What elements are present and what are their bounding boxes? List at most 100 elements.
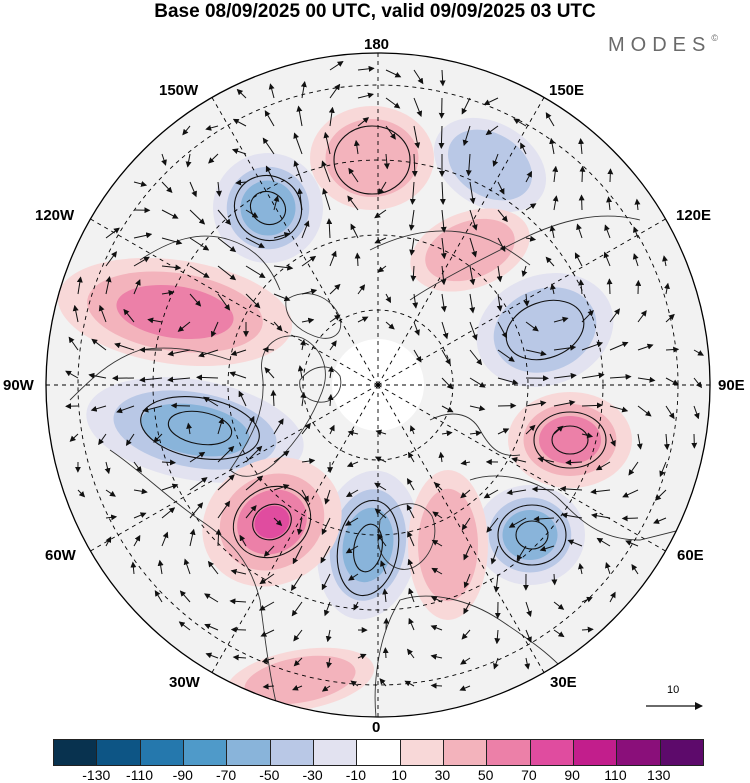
wind-arrow	[631, 563, 639, 575]
map-border	[45, 52, 711, 718]
wind-arrow	[497, 377, 519, 385]
wind-arrow	[553, 425, 564, 435]
wind-arrow	[245, 475, 264, 491]
wind-arrow	[665, 346, 680, 353]
wind-arrow	[347, 195, 359, 211]
wind-arrow	[412, 293, 419, 309]
wind-arrow	[321, 573, 331, 591]
wind-arrow	[382, 647, 389, 659]
wind-arrow	[205, 652, 219, 659]
cell-ural	[475, 485, 585, 585]
wind-arrow	[104, 461, 111, 475]
wind-arrow	[263, 545, 275, 557]
wind-arrow	[357, 117, 370, 127]
wind-arrow	[469, 430, 482, 437]
wind-arrow	[493, 573, 500, 593]
wind-arrow	[441, 321, 449, 340]
wind-arrow	[88, 372, 107, 379]
wind-arrow	[178, 621, 191, 631]
coastline	[285, 293, 342, 339]
wind-arrow	[189, 502, 204, 519]
wind-arrow	[552, 195, 559, 211]
wind-arrow	[133, 461, 142, 473]
wind-arrow	[537, 456, 555, 463]
colorbar-tick-label: -110	[126, 767, 154, 783]
wind-arrow	[440, 209, 447, 233]
wind-arrow	[301, 288, 318, 295]
lon-label-60w: 60W	[45, 547, 76, 564]
wind-arrow	[301, 458, 316, 465]
wind-arrow	[469, 293, 476, 314]
wind-arrow	[69, 433, 79, 442]
wind-arrow	[485, 125, 499, 136]
anomaly-contour	[493, 287, 597, 373]
wind-arrow	[296, 517, 303, 536]
wind-arrow	[637, 405, 652, 417]
brand-name: MODES	[608, 34, 712, 56]
colorbar-swatch	[660, 740, 703, 765]
wind-arrow	[262, 683, 275, 690]
wind-arrow	[553, 400, 576, 407]
wind-arrow	[205, 124, 219, 131]
wind-arrow	[230, 626, 247, 633]
colorbar-tick-label: -30	[302, 767, 323, 783]
wind-arrow	[628, 461, 639, 476]
wind-arrow	[407, 558, 415, 575]
wind-arrow	[230, 349, 247, 356]
wind-arrow	[553, 372, 577, 379]
streamline-loop	[336, 499, 400, 597]
wind-arrow	[379, 678, 387, 687]
wind-arrow	[693, 405, 700, 420]
wind-arrow	[497, 349, 515, 362]
cell-north-pacific-east	[57, 257, 293, 367]
wind-arrow	[581, 341, 604, 351]
lon-label-90e: 90E	[718, 377, 745, 394]
colorbar-swatch	[270, 740, 314, 765]
wind-arrow	[622, 489, 639, 498]
colorbar-tick-label: 30	[434, 767, 451, 783]
wind-arrow	[273, 418, 284, 435]
wind-arrow	[591, 512, 611, 519]
wind-arrow	[483, 489, 499, 499]
wind-arrow	[525, 629, 532, 643]
wind-arrow	[357, 92, 374, 99]
wind-arrow	[539, 545, 555, 552]
wind-arrow	[147, 317, 163, 324]
wind-arrow	[581, 372, 605, 379]
wind-arrow	[431, 567, 443, 575]
colorbar-swatch	[183, 740, 228, 765]
wind-arrow	[273, 264, 294, 271]
wind-arrow	[609, 341, 629, 351]
wind-arrow	[459, 685, 471, 691]
lon-label-90w: 90W	[3, 377, 34, 394]
wind-arrow	[609, 308, 620, 323]
wind-arrow	[327, 393, 334, 407]
wind-arrow	[208, 153, 219, 164]
wind-arrow	[382, 588, 389, 603]
wind-arrow	[438, 125, 445, 149]
wind-arrow	[293, 132, 303, 155]
wind-arrow	[161, 531, 169, 547]
wind-arrow	[497, 428, 510, 435]
wind-arrow	[154, 590, 163, 603]
wind-arrow	[329, 314, 341, 323]
wind-arrow	[259, 573, 275, 585]
wind-arrow	[245, 237, 265, 248]
wind-arrow	[72, 304, 79, 323]
coastline	[377, 503, 436, 570]
wind-arrow	[125, 433, 135, 447]
wind-arrow	[273, 483, 290, 491]
wind-arrow	[603, 251, 611, 267]
wind-arrow	[189, 265, 210, 278]
wind-arrow	[353, 601, 359, 611]
wind-arrow	[578, 138, 585, 155]
wind-arrow	[292, 545, 303, 565]
wind-arrow	[290, 573, 303, 592]
wind-arrow	[189, 477, 208, 491]
wind-arrow	[301, 255, 317, 267]
wind-arrow	[576, 223, 583, 239]
wind-arrow	[207, 560, 219, 575]
wind-arrow	[469, 181, 476, 205]
wind-arrow	[273, 293, 291, 302]
